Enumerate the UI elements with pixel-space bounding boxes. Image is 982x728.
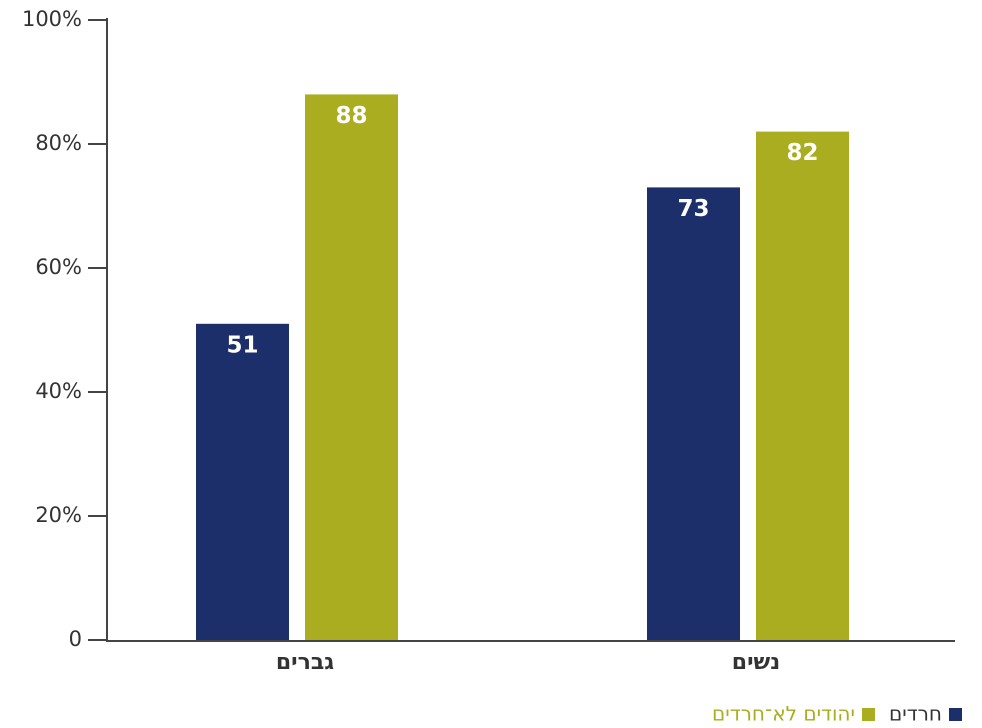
bar — [756, 131, 849, 640]
legend-swatch — [949, 708, 962, 721]
y-tick-label: 60% — [35, 255, 82, 279]
y-tick-label: 20% — [35, 503, 82, 527]
legend-label: חרדים — [889, 702, 942, 726]
legend-swatch — [861, 708, 875, 721]
bar — [305, 94, 398, 640]
value-label: 82 — [786, 140, 818, 166]
x-tick-label: גברים — [276, 650, 334, 675]
bar — [647, 187, 740, 640]
value-label: 88 — [335, 103, 367, 129]
x-tick-label: נשים — [732, 650, 780, 675]
bar — [196, 323, 289, 640]
y-tick-label: 40% — [35, 379, 82, 403]
y-tick-label: 100% — [22, 7, 82, 31]
value-label: 73 — [677, 196, 709, 222]
value-label: 51 — [226, 332, 258, 358]
y-tick-label: 80% — [35, 131, 82, 155]
legend-label: יהודים לא־חרדים — [712, 702, 855, 726]
y-tick-label: 0 — [69, 627, 82, 651]
